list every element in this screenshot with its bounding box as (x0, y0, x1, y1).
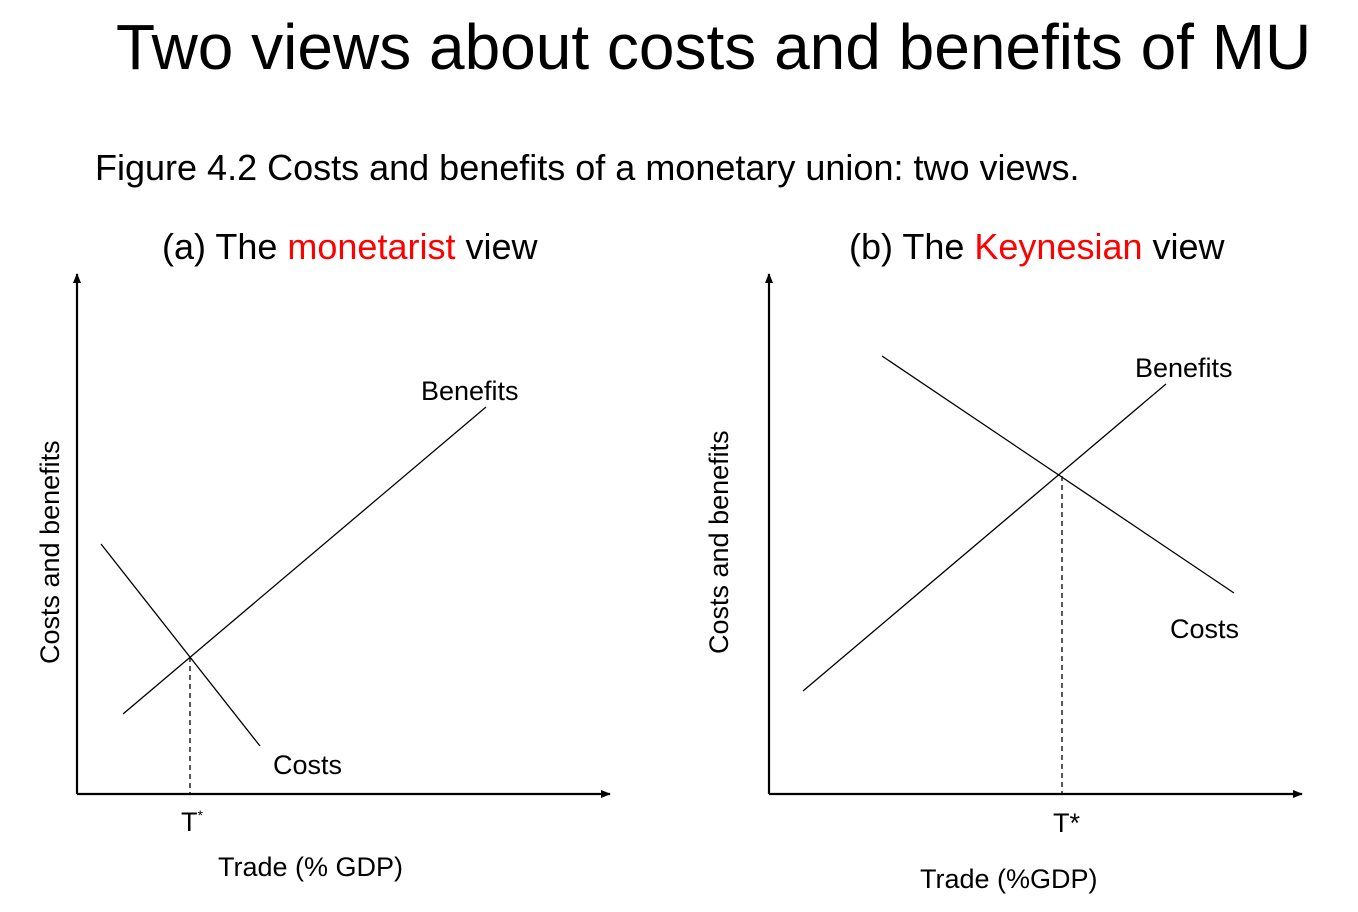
panel-a-title-suffix: view (455, 226, 538, 267)
panel-a-threshold-superscript: * (198, 807, 204, 823)
panel-a-costs-line (100, 543, 261, 747)
panel-b-benefits-label: Benefits (1135, 353, 1233, 383)
panel-b-threshold-label: T* (1053, 808, 1080, 838)
panel-b-title: (b) The Keynesian view (849, 225, 1225, 269)
slide-title: Two views about costs and benefits of MU (116, 11, 1312, 83)
panel-b-y-axis-label: Costs and benefits (704, 430, 734, 654)
panel-b-title-suffix: view (1142, 226, 1225, 267)
panel-b-x-axis-label: Trade (%GDP) (920, 864, 1098, 894)
panel-a-diagram: Benefits Costs T* Trade (% GDP) Costs an… (35, 273, 611, 882)
panel-a-x-axis-label: Trade (% GDP) (218, 852, 403, 882)
panel-a-benefits-line (122, 406, 487, 715)
panel-b-title-prefix: (b) The (849, 226, 975, 267)
panel-a-title-highlight: monetarist (287, 226, 456, 267)
panel-b-title-highlight: Keynesian (974, 226, 1143, 267)
panel-b-costs-label: Costs (1170, 614, 1239, 644)
figure-caption: Figure 4.2 Costs and benefits of a monet… (95, 147, 1080, 188)
panel-a-threshold-letter: T (181, 807, 198, 837)
panel-b-diagram: Benefits Costs T* Trade (%GDP) Costs and… (704, 273, 1303, 894)
panel-a-title: (a) The monetarist view (162, 225, 538, 269)
panel-b-benefits-line (802, 383, 1167, 692)
panel-a-title-prefix: (a) The (162, 226, 288, 267)
panel-a-y-axis-label: Costs and benefits (35, 440, 65, 664)
panel-a-threshold-label: T* (181, 807, 204, 837)
panel-a-costs-label: Costs (273, 750, 342, 780)
panel-a-benefits-label: Benefits (421, 376, 519, 406)
